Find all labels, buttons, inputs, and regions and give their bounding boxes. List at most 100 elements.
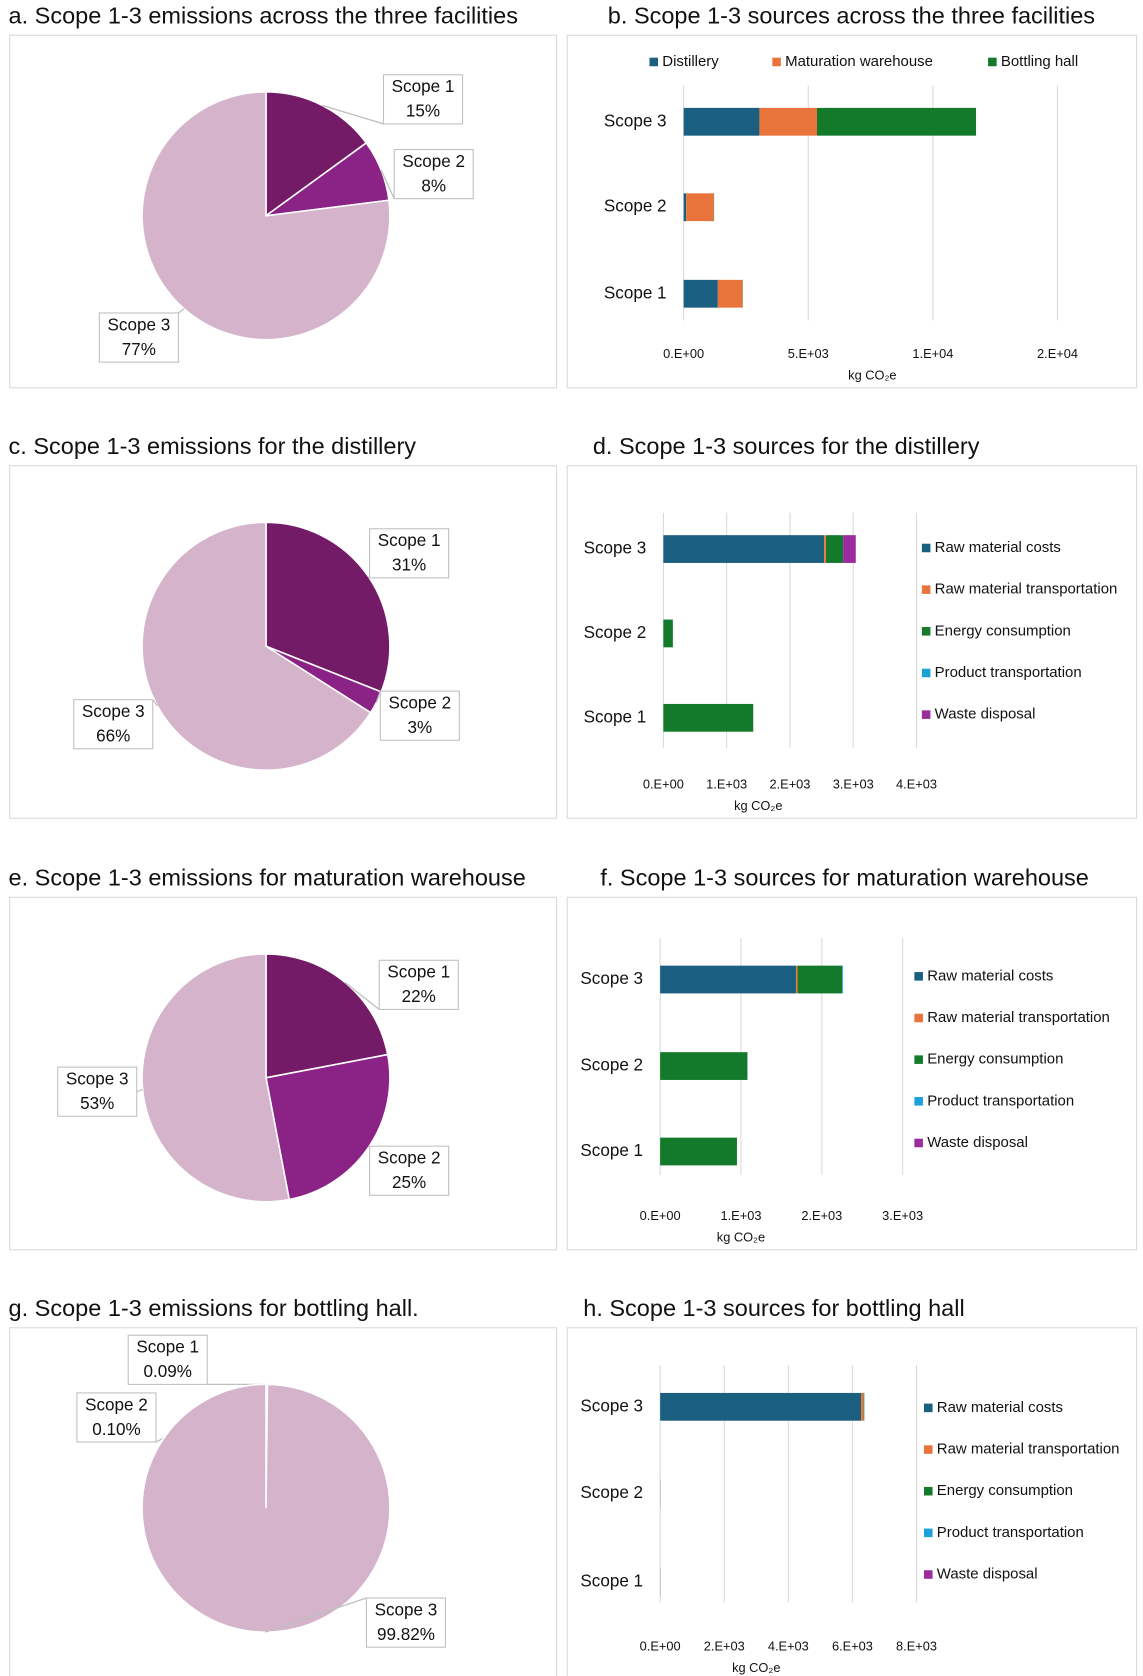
legend-label: Bottling hall — [1001, 53, 1078, 70]
x-tick-label: 5.E+03 — [788, 346, 829, 361]
legend-swatch — [924, 1528, 933, 1538]
y-tick-label: Scope 2 — [580, 1483, 643, 1502]
x-axis-label: kg CO₂e — [734, 798, 782, 813]
pie-slice — [141, 91, 391, 341]
bar-segment — [683, 193, 687, 222]
label-box — [127, 1334, 208, 1385]
leader-line — [344, 981, 380, 1010]
label-box — [98, 312, 179, 363]
slice-value: 3% — [407, 718, 432, 737]
pie-slice — [265, 521, 391, 693]
x-tick-label: 0.E+00 — [640, 1208, 681, 1223]
label-box — [57, 1066, 138, 1117]
x-tick-label: 0.E+00 — [663, 346, 704, 361]
panel — [9, 1327, 558, 1676]
bar-segment — [843, 535, 856, 563]
legend-swatch — [924, 1403, 933, 1413]
leader-line — [380, 169, 395, 199]
bar-segment — [683, 107, 760, 136]
legend-swatch — [921, 627, 931, 636]
bar-segment — [863, 1392, 865, 1421]
bar-segment — [663, 619, 673, 648]
panel — [9, 465, 558, 819]
y-tick-label: Scope 1 — [580, 1572, 643, 1591]
leader-line — [136, 1088, 143, 1093]
x-tick-label: 6.E+03 — [832, 1639, 873, 1654]
x-tick-label: 4.E+03 — [896, 777, 937, 792]
legend-swatch — [914, 1055, 923, 1064]
legend-swatch — [772, 57, 781, 67]
slice-name: Scope 3 — [82, 702, 145, 721]
pie-slice — [265, 91, 368, 218]
legend-swatch — [914, 1013, 923, 1023]
chart-title: c. Scope 1-3 emissions for the distiller… — [9, 433, 417, 459]
legend-label: Product transportation — [927, 1092, 1074, 1109]
leader-line — [178, 308, 185, 314]
bar-segment — [759, 107, 818, 136]
legend-label: Raw material costs — [935, 539, 1061, 556]
leader-line — [322, 104, 384, 125]
bar-segment — [817, 107, 977, 136]
slice-name: Scope 2 — [388, 693, 451, 712]
bar-segment — [797, 965, 843, 994]
bar-segment — [683, 279, 718, 308]
legend-label: Raw material transportation — [927, 1009, 1110, 1026]
y-tick-label: Scope 1 — [584, 707, 647, 726]
slice-name: Scope 3 — [108, 315, 171, 334]
chart-title: b. Scope 1-3 sources across the three fa… — [608, 2, 1095, 28]
bar-segment — [660, 1392, 862, 1421]
legend-label: Energy consumption — [927, 1051, 1063, 1068]
slice-value: 22% — [402, 987, 436, 1006]
y-tick-label: Scope 3 — [584, 539, 647, 558]
x-tick-label: 2.E+03 — [704, 1639, 745, 1654]
chart-title: g. Scope 1-3 emissions for bottling hall… — [9, 1295, 419, 1321]
legend-swatch — [924, 1445, 933, 1454]
chart-title: e. Scope 1-3 emissions for maturation wa… — [9, 864, 526, 890]
legend-label: Product transportation — [937, 1524, 1084, 1541]
slice-name: Scope 3 — [375, 1600, 438, 1619]
slice-name: Scope 2 — [378, 1149, 441, 1168]
y-tick-label: Scope 1 — [604, 283, 667, 302]
label-box — [73, 699, 154, 750]
bar-segment — [824, 535, 827, 563]
label-box — [382, 74, 464, 125]
x-tick-label: 2.E+03 — [769, 777, 810, 792]
slice-value: 0.09% — [144, 1362, 192, 1381]
x-tick-label: 2.E+04 — [1037, 346, 1078, 361]
bar-segment — [795, 965, 798, 994]
y-tick-label: Scope 2 — [604, 197, 667, 216]
panel — [566, 896, 1138, 1251]
bar-segment — [663, 703, 754, 732]
legend-swatch — [988, 57, 997, 67]
slice-name: Scope 3 — [66, 1069, 129, 1088]
x-tick-label: 1.E+03 — [706, 777, 747, 792]
label-box — [369, 1145, 450, 1196]
legend-label: Energy consumption — [935, 622, 1071, 639]
leader-line — [152, 699, 158, 707]
slice-name: Scope 2 — [402, 152, 465, 171]
slice-name: Scope 1 — [378, 531, 441, 550]
bar-segment — [861, 1392, 864, 1421]
slice-value: 53% — [80, 1094, 114, 1113]
x-tick-label: 1.E+03 — [721, 1208, 762, 1223]
legend-swatch — [914, 972, 923, 981]
pie-slice — [265, 953, 389, 1079]
bar-segment — [842, 965, 843, 994]
slice-value: 77% — [122, 340, 156, 359]
x-tick-label: 3.E+03 — [882, 1208, 923, 1223]
x-tick-label: 0.E+00 — [640, 1639, 681, 1654]
legend-label: Waste disposal — [937, 1565, 1038, 1582]
panel — [9, 34, 558, 389]
slice-name: Scope 1 — [392, 77, 455, 96]
slice-value: 31% — [392, 556, 426, 575]
legend-swatch — [921, 710, 931, 719]
chart-title: d. Scope 1-3 sources for the distillery — [593, 433, 980, 459]
slice-value: 99.82% — [377, 1625, 435, 1644]
leader-line — [265, 1597, 367, 1633]
legend-label: Waste disposal — [935, 706, 1036, 723]
legend-label: Maturation warehouse — [785, 53, 933, 70]
x-axis-label: kg CO₂e — [848, 367, 896, 382]
label-box — [393, 149, 474, 200]
chart-title: f. Scope 1-3 sources for maturation ware… — [600, 864, 1089, 890]
legend-label: Raw material transportation — [935, 581, 1118, 598]
